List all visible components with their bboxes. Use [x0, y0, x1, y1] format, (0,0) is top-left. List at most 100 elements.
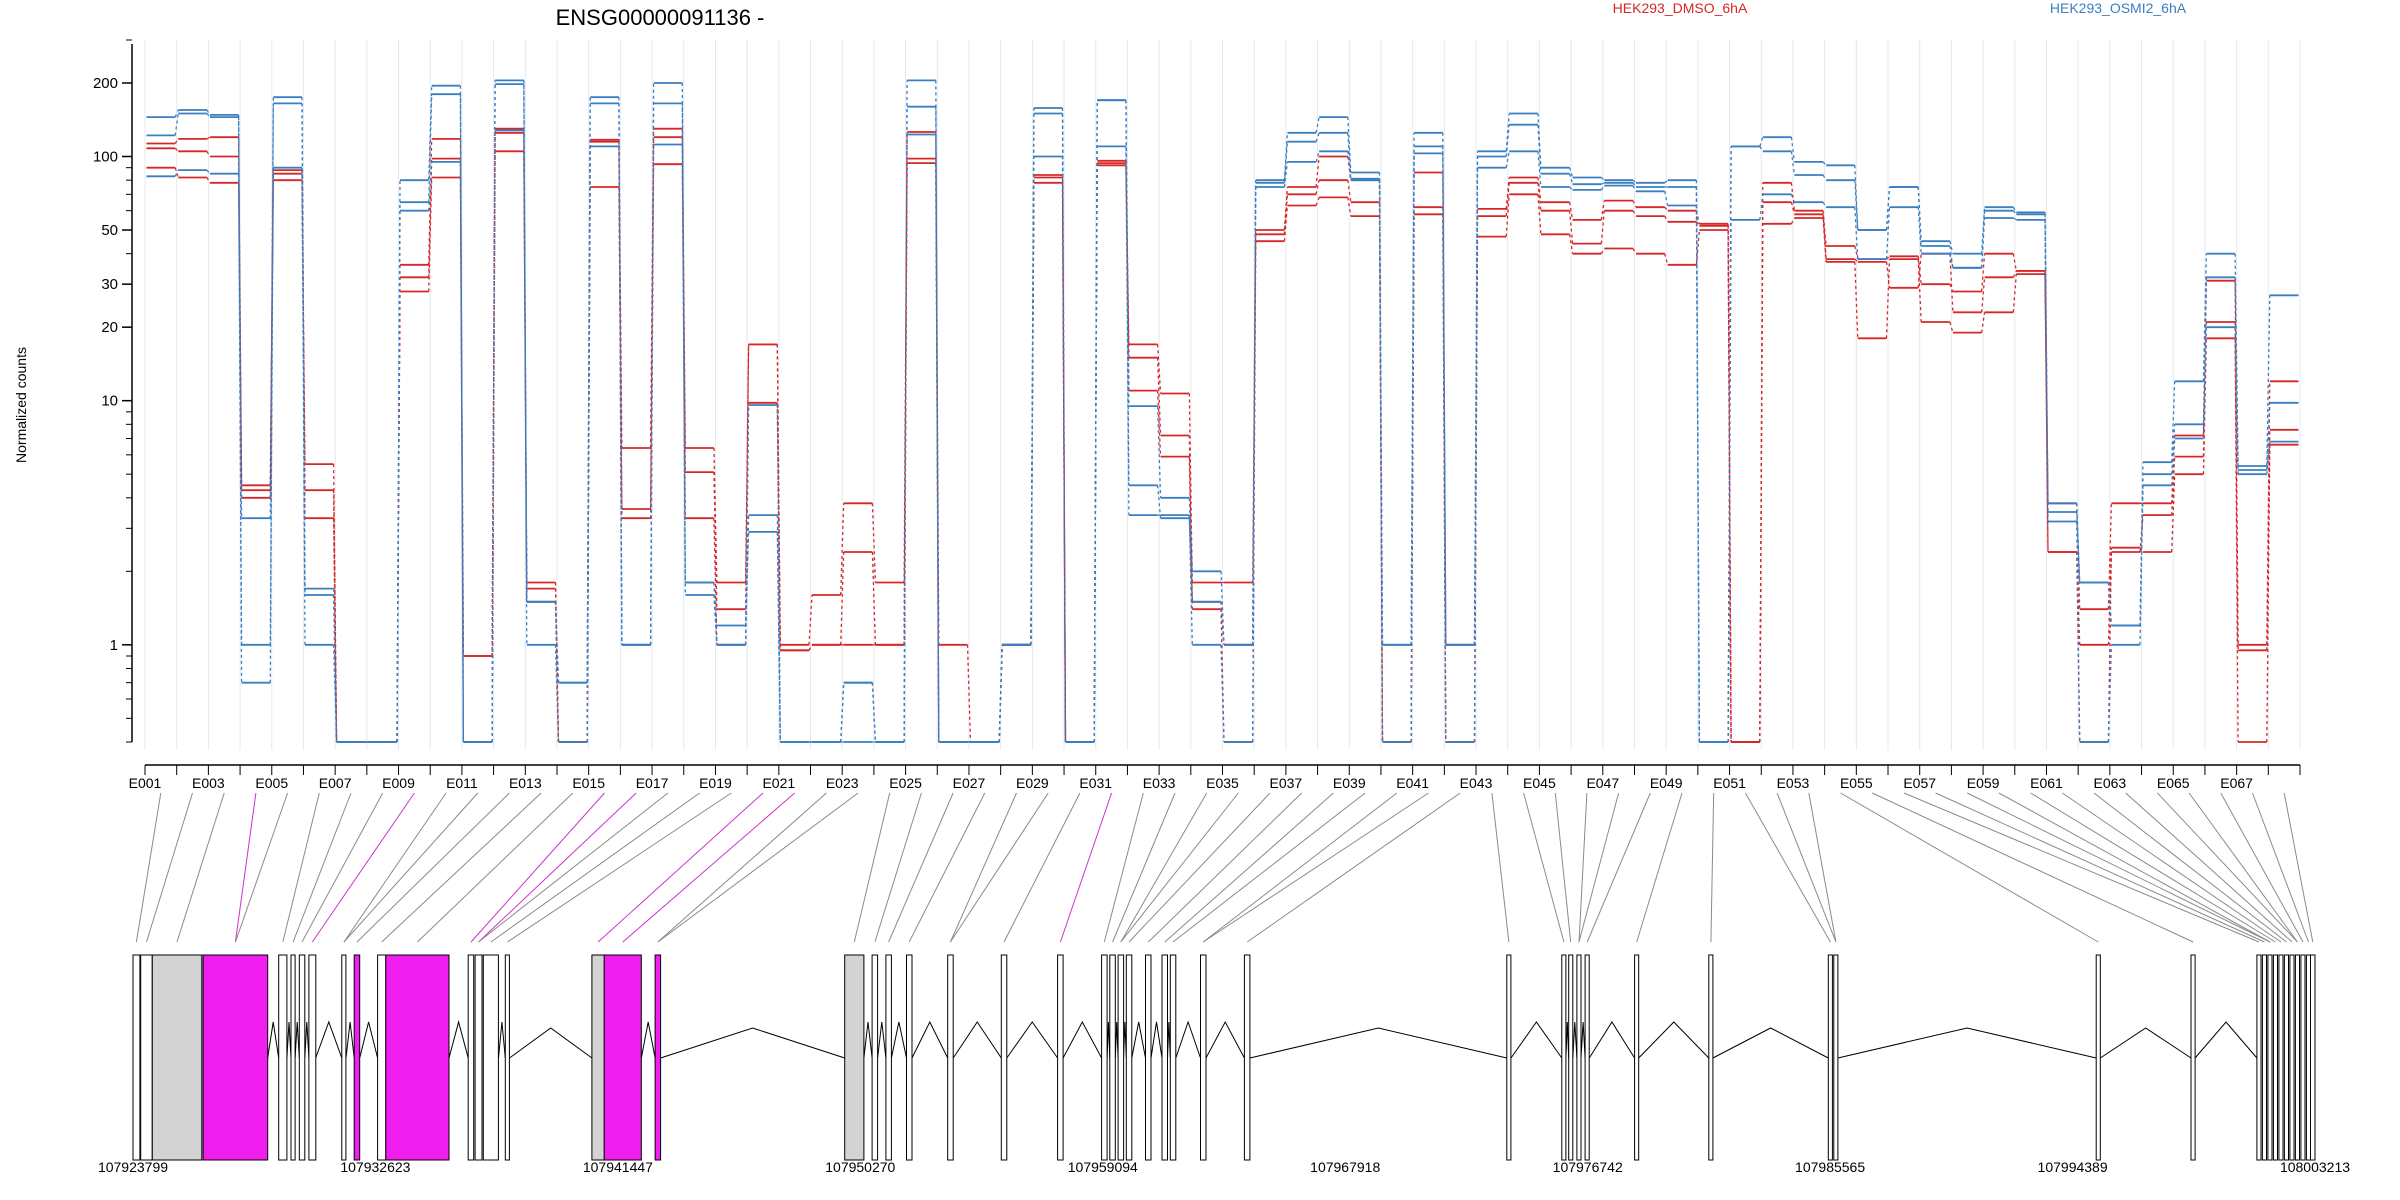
exon-connector [1003, 792, 1081, 943]
exon-connector [2220, 792, 2304, 943]
intron-line [660, 1027, 845, 1059]
y-tick-label: 20 [101, 319, 118, 336]
x-tick-label: E011 [446, 775, 478, 791]
intron-line [877, 1021, 887, 1059]
exon-box [654, 954, 662, 1161]
genomic-tick-label: 107932623 [340, 1159, 410, 1175]
x-tick-label: E005 [255, 775, 288, 791]
exon-box [140, 954, 153, 1161]
legend-entry-dmso: HEK293_DMSO_6hA [1613, 0, 1748, 16]
exon-box [2294, 954, 2300, 1161]
genomic-tick-label: 108003213 [2280, 1159, 2350, 1175]
intron-line [2100, 1027, 2192, 1059]
gene-model [132, 954, 2316, 1161]
intron-line [315, 1020, 343, 1059]
intron-line [890, 1021, 907, 1059]
exon-connector [1059, 792, 1113, 943]
exon-connector [1103, 792, 1144, 943]
exon-box [504, 954, 510, 1161]
exon-box [906, 954, 913, 1161]
x-tick-label: E045 [1523, 775, 1556, 791]
exon-box [1576, 954, 1582, 1161]
intron-line [2194, 1021, 2258, 1059]
exon-connector [1636, 792, 1683, 943]
exon-connector [1120, 792, 1239, 943]
x-tick-label: E033 [1143, 775, 1176, 791]
exon-connector [1578, 792, 1588, 943]
x-tick-label: E013 [509, 775, 542, 791]
exon-connector [1744, 792, 1831, 943]
exon-box [2095, 954, 2101, 1161]
exon-connector [1840, 792, 2099, 943]
exon-box [482, 954, 499, 1161]
exon-box [474, 954, 483, 1161]
y-tick-label: 10 [101, 393, 118, 410]
exon-connector [1903, 792, 2260, 943]
exon-box [341, 954, 347, 1161]
exon-box [2272, 954, 2278, 1161]
exon-connector [1246, 792, 1461, 943]
intron-line [498, 1021, 506, 1059]
genomic-tick-label: 107985565 [1795, 1159, 1865, 1175]
exon-box [2261, 954, 2267, 1161]
exon-box [1634, 954, 1640, 1161]
exon-connector [311, 792, 415, 943]
exon-connector [490, 792, 700, 943]
intron-line [345, 1021, 355, 1059]
exon-box [2300, 954, 2306, 1161]
intron-line [1006, 1021, 1059, 1059]
intron-line [359, 1021, 379, 1059]
x-tick-label: E037 [1270, 775, 1303, 791]
exon-box [871, 954, 879, 1161]
y-axis: 1 10 20 30 50 100 200 [93, 39, 133, 743]
x-tick-label: E063 [2094, 775, 2127, 791]
x-tick-label: E057 [1903, 775, 1936, 791]
exon-box [353, 954, 361, 1161]
exon-connector [146, 792, 193, 943]
exon-connector [343, 792, 447, 943]
exon-connector [2252, 792, 2309, 943]
exon-connector [2283, 792, 2314, 943]
exon-connector [176, 792, 225, 943]
genomic-tick-label: 107967918 [1310, 1159, 1380, 1175]
exon-connector [1172, 792, 1366, 943]
exon-connector [1112, 792, 1176, 943]
intron-line [1131, 1021, 1146, 1059]
exon-box [151, 954, 203, 1161]
genomic-tick-label: 107941447 [583, 1159, 653, 1175]
exon-box [947, 954, 954, 1161]
exon-connector [1120, 792, 1208, 943]
x-tick-label: E059 [1967, 775, 2000, 791]
intron-line [1837, 1027, 2097, 1059]
intron-line [1572, 1021, 1578, 1059]
genomic-tick-label: 107976742 [1553, 1159, 1623, 1175]
vertical-gridlines [144, 40, 2301, 750]
exon-connector [597, 792, 764, 943]
exon-connector [2157, 792, 2298, 943]
exon-connector [622, 792, 796, 943]
exon-connector [135, 792, 162, 943]
intron-line [286, 1021, 292, 1059]
x-tick-label: E017 [636, 775, 669, 791]
x-tick-label: E041 [1396, 775, 1429, 791]
x-tick-label: E007 [319, 775, 352, 791]
exon-connector [1808, 792, 1837, 943]
series-transition-line [174, 130, 2271, 743]
intron-line [1510, 1021, 1563, 1059]
x-tick-label: E047 [1586, 775, 1619, 791]
exon-connector [1586, 792, 1651, 943]
intron-line [952, 1021, 1002, 1059]
exon-box [2278, 954, 2284, 1161]
exon-box [1561, 954, 1567, 1161]
series-level-line [146, 129, 2299, 743]
exon-box [1145, 954, 1152, 1161]
exon-connector [1776, 792, 1837, 943]
exon-box [591, 954, 605, 1161]
intron-line [448, 1020, 469, 1059]
exon-box [202, 954, 269, 1161]
exon-connector [1871, 792, 2194, 943]
intron-line [267, 1021, 280, 1059]
exon-box [2267, 954, 2273, 1161]
exon-connector [853, 792, 891, 943]
